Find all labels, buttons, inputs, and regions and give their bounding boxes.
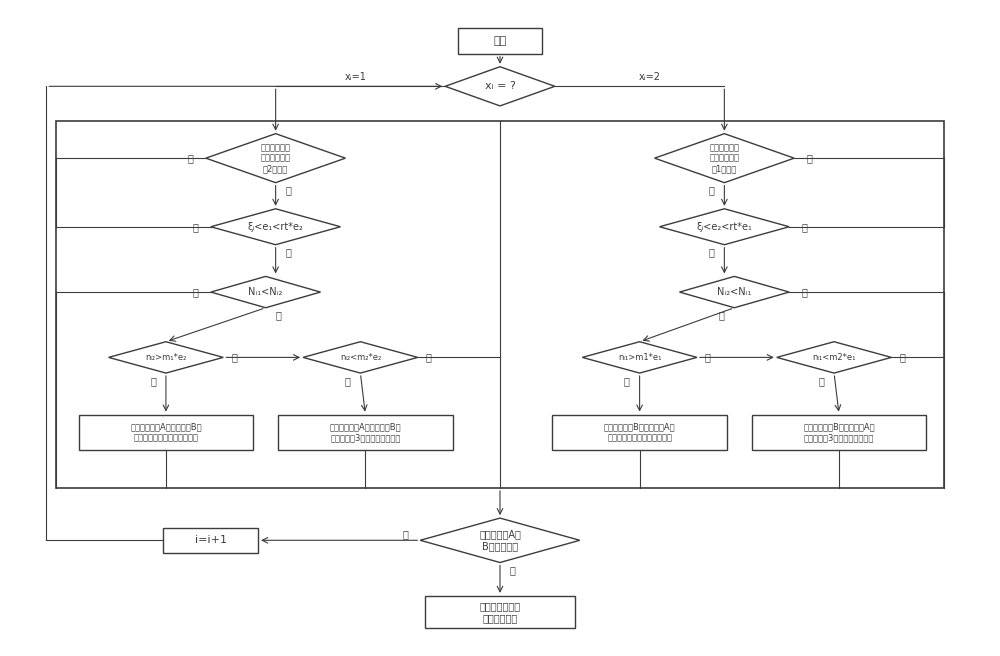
- Text: nᵢ₂>m₁*e₂: nᵢ₂>m₁*e₂: [145, 353, 187, 362]
- Polygon shape: [660, 209, 789, 245]
- Polygon shape: [582, 342, 697, 373]
- Polygon shape: [655, 134, 794, 182]
- Text: 是: 是: [510, 565, 516, 575]
- Text: 否: 否: [705, 352, 711, 362]
- Text: xᵢ=2: xᵢ=2: [639, 72, 661, 81]
- Text: 是: 是: [709, 247, 714, 258]
- Text: xᵢ=1: xᵢ=1: [344, 72, 366, 81]
- Text: 否: 否: [193, 287, 199, 297]
- Bar: [458, 28, 542, 54]
- Text: 是: 是: [276, 310, 282, 321]
- Text: 是: 是: [345, 376, 350, 386]
- Text: 否: 否: [899, 352, 905, 362]
- Text: 否: 否: [426, 352, 432, 362]
- Text: ξᵢ<e₁<rt*e₂: ξᵢ<e₁<rt*e₂: [248, 222, 304, 232]
- Text: nᵢ₂<m₂*e₂: nᵢ₂<m₂*e₂: [340, 353, 381, 362]
- Text: 否: 否: [193, 222, 199, 232]
- Polygon shape: [211, 276, 320, 308]
- Polygon shape: [777, 342, 891, 373]
- Text: 已遍历部件A、
B的所有单元: 已遍历部件A、 B的所有单元: [479, 529, 521, 551]
- Text: 是: 是: [150, 376, 156, 386]
- Bar: [278, 415, 453, 451]
- Text: 将单元从部件A移动到部件B，
且在随后的迭代中不进行增幅: 将单元从部件A移动到部件B， 且在随后的迭代中不进行增幅: [130, 423, 202, 442]
- Text: 将单元从部件B移动到部件A，
且在随后的迭代中不进行增幅: 将单元从部件B移动到部件A， 且在随后的迭代中不进行增幅: [604, 423, 675, 442]
- Polygon shape: [211, 209, 340, 245]
- Text: 单元邻域内是
否存在属于部
件2的单元: 单元邻域内是 否存在属于部 件2的单元: [261, 143, 291, 173]
- Bar: [163, 528, 258, 553]
- Text: 否: 否: [806, 153, 812, 163]
- Text: 是: 是: [709, 186, 714, 195]
- Bar: [79, 415, 253, 451]
- Bar: [552, 415, 727, 451]
- Text: 否: 否: [402, 529, 408, 539]
- Text: 开始: 开始: [493, 35, 507, 45]
- Text: 将单元从部件A移动到部件B，
且在随后的3次迭代中进行增幅: 将单元从部件A移动到部件B， 且在随后的3次迭代中进行增幅: [330, 423, 401, 442]
- Polygon shape: [206, 134, 345, 182]
- Text: 是: 是: [718, 310, 724, 321]
- Text: 是: 是: [286, 247, 291, 258]
- Bar: [752, 415, 926, 451]
- Text: 否: 否: [188, 153, 194, 163]
- Text: 已完成本轮迭代
的更新，退出: 已完成本轮迭代 的更新，退出: [479, 602, 521, 623]
- Text: xᵢ = ?: xᵢ = ?: [485, 81, 515, 91]
- Polygon shape: [303, 342, 418, 373]
- Polygon shape: [109, 342, 223, 373]
- Text: Nᵢ₂<Nᵢ₁: Nᵢ₂<Nᵢ₁: [717, 287, 752, 297]
- Text: nᵢ₁>m1*e₁: nᵢ₁>m1*e₁: [618, 353, 661, 362]
- Text: 将单元从部件B移动到部件A，
且在随后的3次迭代中进行增幅: 将单元从部件B移动到部件A， 且在随后的3次迭代中进行增幅: [803, 423, 875, 442]
- Text: ξᵢ<e₂<rt*e₁: ξᵢ<e₂<rt*e₁: [696, 222, 752, 232]
- Text: 是: 是: [624, 376, 630, 386]
- Text: 是: 是: [818, 376, 824, 386]
- Bar: [425, 596, 575, 628]
- Polygon shape: [445, 67, 555, 106]
- Text: nᵢ₁<m2*e₁: nᵢ₁<m2*e₁: [812, 353, 856, 362]
- Bar: [56, 121, 944, 488]
- Text: 是: 是: [286, 186, 291, 195]
- Text: 否: 否: [801, 287, 807, 297]
- Text: 否: 否: [801, 222, 807, 232]
- Text: 否: 否: [231, 352, 237, 362]
- Polygon shape: [420, 518, 580, 562]
- Text: Nᵢ₁<Nᵢ₂: Nᵢ₁<Nᵢ₂: [248, 287, 283, 297]
- Text: i=i+1: i=i+1: [195, 535, 227, 545]
- Text: 单元邻域内是
否存在属于部
件1的单元: 单元邻域内是 否存在属于部 件1的单元: [709, 143, 739, 173]
- Polygon shape: [679, 276, 789, 308]
